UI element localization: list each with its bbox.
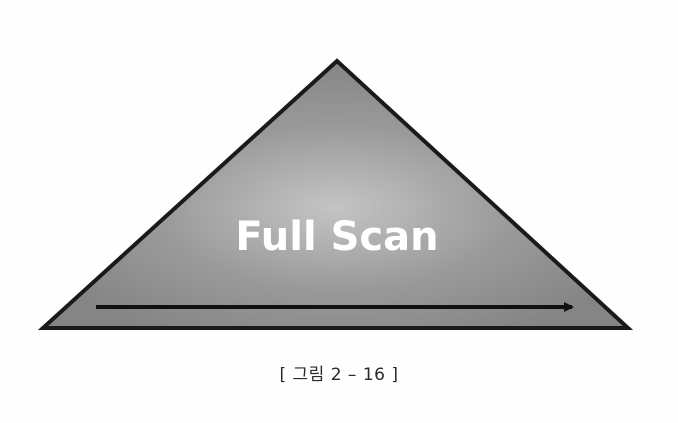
triangle-shape bbox=[37, 58, 634, 330]
figure-caption: [ 그림 2 – 16 ] bbox=[279, 365, 399, 385]
full-scan-label: Full Scan bbox=[235, 214, 438, 260]
